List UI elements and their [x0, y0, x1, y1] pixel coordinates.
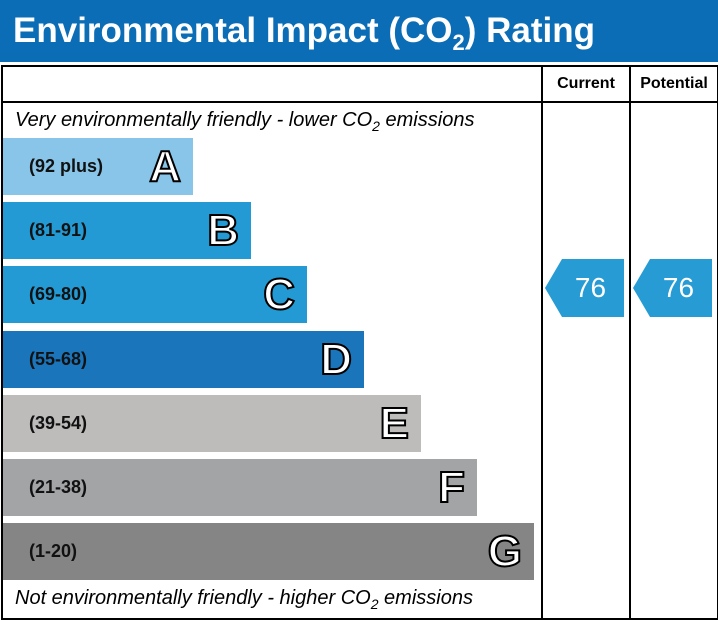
band-letter: F — [437, 462, 466, 513]
band-letter: G — [487, 526, 523, 577]
band-range: (81-91) — [29, 220, 88, 241]
title-subscript: 2 — [452, 30, 465, 55]
band-range: (1-20) — [29, 541, 78, 562]
band-letter: D — [319, 334, 353, 385]
current-header: Current — [557, 75, 615, 92]
bottom-note: Not environmentally friendly - higher CO… — [15, 587, 473, 612]
band-c: (69-80) C — [3, 266, 307, 324]
band-range: (39-54) — [29, 412, 88, 433]
title-text: Environmental Impact (CO — [13, 11, 453, 50]
current-rating-arrow: 76 — [545, 259, 624, 317]
arrow-shape — [545, 259, 624, 317]
band-d: (55-68) D — [3, 330, 364, 388]
band-range: (92 plus) — [29, 156, 104, 176]
divider — [1, 101, 717, 103]
potential-rating-value: 76 — [662, 272, 695, 303]
bottom-note-end: emissions — [378, 587, 473, 609]
band-letter: C — [262, 269, 296, 320]
potential-header: Potential — [640, 75, 708, 92]
top-note-end: emissions — [379, 109, 475, 131]
band-letter: B — [206, 205, 240, 256]
potential-rating-arrow: 76 — [633, 259, 712, 317]
bottom-note-text: Not environmentally friendly - higher CO — [15, 587, 371, 609]
current-rating-value: 76 — [574, 272, 607, 303]
arrow-shape — [633, 259, 712, 317]
band-range: (21-38) — [29, 477, 88, 497]
band-letter: A — [148, 141, 182, 192]
top-note: Very environmentally friendly - lower CO… — [15, 109, 474, 134]
band-f: (21-38) F — [3, 459, 477, 516]
title-end: ) Rating — [464, 11, 596, 50]
band-g: (1-20) G — [3, 523, 534, 581]
band-e: (39-54) E — [3, 394, 421, 452]
top-note-text: Very environmentally friendly - lower CO — [15, 109, 373, 131]
divider — [629, 65, 631, 618]
bottom-note-sub: 2 — [370, 596, 379, 612]
band-letter: E — [379, 398, 410, 449]
top-note-sub: 2 — [372, 118, 380, 134]
band-range: (55-68) — [29, 348, 88, 369]
divider — [541, 65, 543, 618]
band-range: (69-80) — [29, 284, 88, 305]
band-a: (92 plus) A — [3, 138, 193, 195]
page-title: Environmental Impact (CO2) Rating — [0, 0, 718, 62]
band-b: (81-91) B — [3, 202, 251, 260]
